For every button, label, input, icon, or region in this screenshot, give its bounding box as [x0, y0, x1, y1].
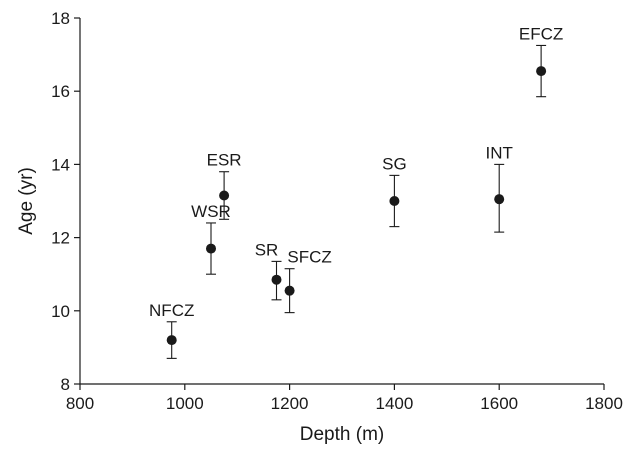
- tick-labels: 8 10 12 14 16 18 800 1000 1200 1400 1600 1800: [51, 9, 623, 413]
- x-tick-label: 1000: [166, 394, 204, 413]
- x-axis-label: Depth (m): [300, 424, 384, 445]
- y-tick-label: 16: [51, 82, 70, 101]
- y-tick-label: 14: [51, 155, 70, 174]
- y-tick-label: 8: [61, 375, 70, 394]
- data-point-label: SFCZ: [287, 248, 331, 267]
- x-tick-label: 1800: [585, 394, 623, 413]
- data-point: [494, 194, 505, 205]
- x-tick-label: 1200: [271, 394, 309, 413]
- data-point: [166, 335, 177, 346]
- axes: [79, 18, 604, 385]
- y-tick-label: 10: [51, 302, 70, 321]
- tick-marks: [74, 17, 605, 390]
- x-tick-label: 1400: [375, 394, 413, 413]
- data-point-label: SG: [382, 154, 407, 173]
- y-axis-label: Age (yr): [16, 167, 37, 235]
- data-point-label: ESR: [207, 151, 242, 170]
- data-points: [166, 66, 547, 346]
- point-labels: NFCZ WSR ESR SR SFCZ SG INT EFCZ: [149, 24, 563, 319]
- data-point-label: WSR: [191, 202, 231, 221]
- y-tick-label: 18: [51, 9, 70, 28]
- y-tick-label: 12: [51, 229, 70, 248]
- data-point: [284, 285, 295, 296]
- data-point: [206, 243, 216, 254]
- data-point-label: INT: [486, 143, 513, 162]
- data-point-label: NFCZ: [149, 301, 194, 320]
- data-point-label: SR: [255, 240, 279, 259]
- data-point: [219, 190, 230, 201]
- data-point: [536, 66, 547, 77]
- data-point-label: EFCZ: [519, 24, 563, 43]
- data-point: [271, 274, 282, 285]
- data-point: [389, 196, 400, 206]
- x-tick-label: 800: [66, 394, 94, 413]
- x-tick-label: 1600: [480, 394, 518, 413]
- axis-frame: [79, 18, 604, 385]
